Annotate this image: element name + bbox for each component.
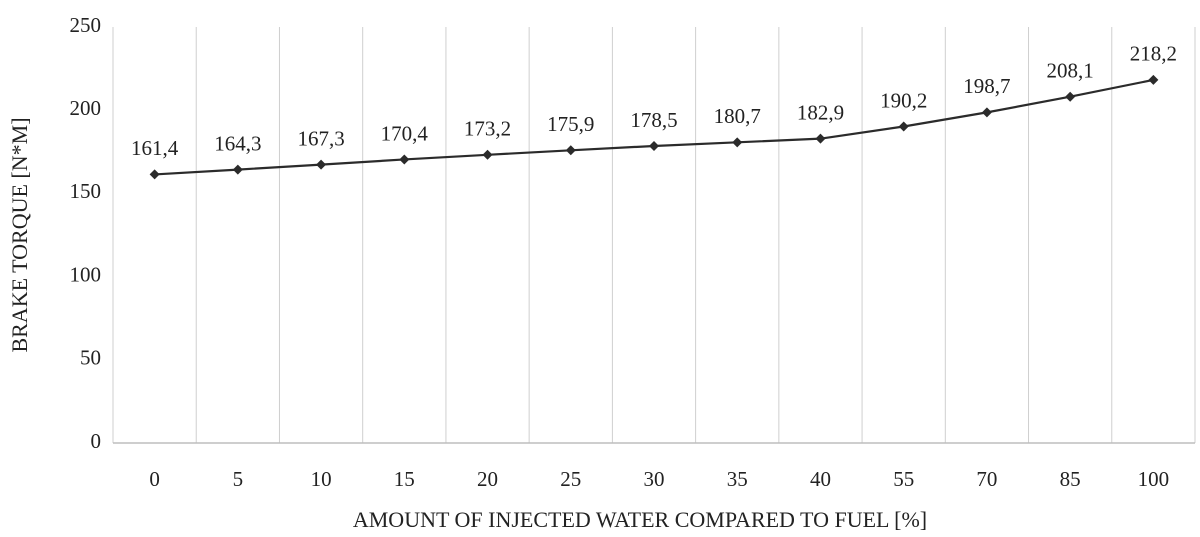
x-tick-label: 10 — [311, 467, 332, 491]
marker — [565, 145, 576, 156]
y-tick-label: 150 — [70, 179, 102, 203]
x-axis-title: AMOUNT OF INJECTED WATER COMPARED TO FUE… — [353, 507, 927, 532]
data-label: 178,5 — [630, 108, 677, 132]
marker — [981, 107, 992, 118]
data-label: 208,1 — [1047, 59, 1094, 83]
data-label: 190,2 — [880, 88, 927, 112]
marker — [232, 164, 243, 175]
marker — [1065, 91, 1076, 102]
x-tick-label: 5 — [233, 467, 244, 491]
x-tick-label: 15 — [394, 467, 415, 491]
data-label: 167,3 — [297, 126, 344, 150]
marker — [898, 121, 909, 132]
x-tick-label: 70 — [976, 467, 997, 491]
data-label: 198,7 — [963, 74, 1010, 98]
marker — [1148, 74, 1159, 85]
marker — [732, 137, 743, 148]
y-tick-label: 200 — [70, 96, 102, 120]
y-tick-label: 250 — [70, 13, 102, 37]
x-tick-label: 25 — [560, 467, 581, 491]
x-tick-label: 40 — [810, 467, 831, 491]
marker — [815, 133, 826, 144]
x-tick-label: 35 — [727, 467, 748, 491]
y-axis-title: BRAKE TORQUE [N*M] — [7, 117, 32, 352]
y-tick-label: 50 — [80, 346, 101, 370]
data-label: 180,7 — [714, 104, 761, 128]
data-label: 173,2 — [464, 117, 511, 141]
marker — [399, 154, 410, 165]
y-tick-label: 100 — [70, 262, 102, 286]
x-tick-label: 0 — [149, 467, 160, 491]
marker — [316, 159, 327, 170]
x-tick-label: 55 — [893, 467, 914, 491]
data-label: 170,4 — [381, 121, 429, 145]
marker — [149, 169, 160, 180]
data-label: 164,3 — [214, 131, 261, 155]
data-label: 218,2 — [1130, 42, 1177, 66]
marker — [649, 140, 659, 151]
data-label: 175,9 — [547, 112, 594, 136]
x-tick-label: 20 — [477, 467, 498, 491]
x-tick-label: 100 — [1138, 467, 1170, 491]
x-tick-label: 30 — [644, 467, 665, 491]
y-tick-label: 0 — [91, 429, 102, 453]
x-tick-label: 85 — [1060, 467, 1081, 491]
data-label: 161,4 — [131, 136, 179, 160]
marker — [482, 149, 493, 160]
data-label: 182,9 — [797, 100, 844, 124]
